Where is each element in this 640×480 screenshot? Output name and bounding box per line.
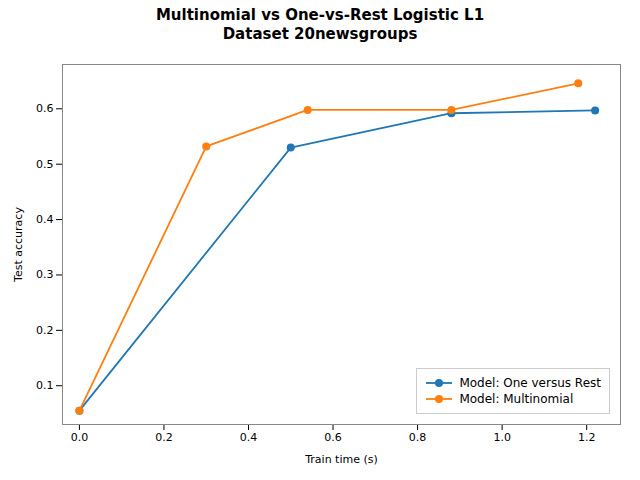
svg-text:0.6: 0.6 bbox=[36, 102, 54, 115]
svg-text:0.4: 0.4 bbox=[240, 431, 258, 444]
svg-text:Train time (s): Train time (s) bbox=[304, 453, 378, 466]
svg-text:0.1: 0.1 bbox=[36, 379, 54, 392]
svg-text:1.2: 1.2 bbox=[578, 431, 596, 444]
svg-text:0.2: 0.2 bbox=[155, 431, 173, 444]
svg-text:0.2: 0.2 bbox=[36, 324, 54, 337]
svg-text:0.8: 0.8 bbox=[409, 431, 427, 444]
html-text:Model: One versus Rest: Model: One versus Rest bbox=[459, 376, 601, 390]
html-text:Model: Multinomial: Model: Multinomial bbox=[459, 392, 574, 406]
svg-text:1.0: 1.0 bbox=[493, 431, 511, 444]
svg-text:0.5: 0.5 bbox=[36, 158, 54, 171]
svg-text:0.4: 0.4 bbox=[36, 213, 54, 226]
svg-text:0.0: 0.0 bbox=[71, 431, 89, 444]
html-text:Multinomial vs One-vs-Rest Log: Multinomial vs One-vs-Rest Logistic L1 bbox=[155, 6, 485, 24]
svg-text:Test accuracy: Test accuracy bbox=[12, 207, 25, 283]
svg-text:0.6: 0.6 bbox=[324, 431, 342, 444]
svg-text:0.3: 0.3 bbox=[36, 268, 54, 281]
html-text:Dataset 20newsgroups: Dataset 20newsgroups bbox=[222, 25, 418, 43]
